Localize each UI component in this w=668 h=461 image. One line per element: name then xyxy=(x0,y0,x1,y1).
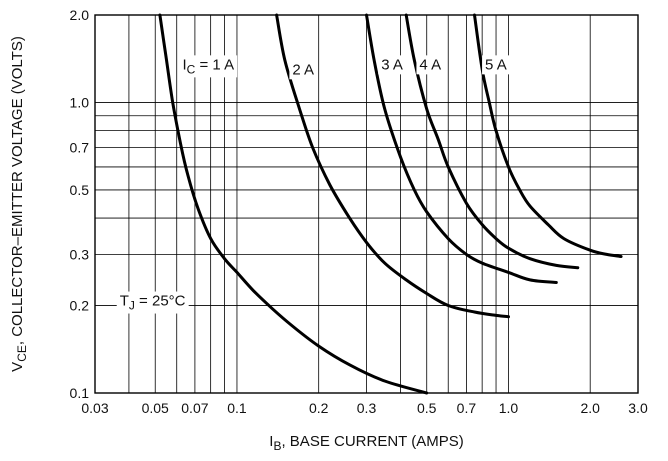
x-tick-label: 0.05 xyxy=(142,400,169,416)
y-tick-label: 1.0 xyxy=(70,94,90,110)
label-bg-ic4 xyxy=(416,55,445,75)
x-axis-title: IB, BASE CURRENT (AMPS) xyxy=(269,433,463,453)
data-curves xyxy=(158,13,623,395)
y-tick-label: 2.0 xyxy=(70,7,90,23)
x-tick-labels: 0.03 0.05 0.07 0.1 0.2 0.3 0.5 0.7 1.0 2.0 3.0 xyxy=(81,400,648,416)
curve-labels: IC = 1 A 2 A 3 A 4 A 5 A TJ = 25°C xyxy=(116,55,510,314)
y-tick-label: 0.2 xyxy=(70,298,90,314)
series-curve-4 xyxy=(404,13,580,270)
y-tick-label: 0.1 xyxy=(70,385,90,401)
label-ic5: 5 A xyxy=(485,56,507,73)
label-ic2: 2 A xyxy=(292,61,314,78)
y-axis-title: VCE, COLLECTOR–EMITTER VOLTAGE (VOLTS) xyxy=(9,36,29,372)
x-tick-label: 0.03 xyxy=(81,400,108,416)
label-bg-ic5 xyxy=(482,55,510,75)
y-tick-label: 0.5 xyxy=(70,182,90,198)
plot-frame xyxy=(94,14,639,394)
series-curve-1 xyxy=(158,13,429,395)
label-ic3: 3 A xyxy=(381,56,403,73)
label-tj: TJ = 25°C xyxy=(120,293,186,313)
y-tick-labels: 0.1 0.2 0.3 0.5 0.7 1.0 2.0 xyxy=(70,7,90,401)
series-curve-3 xyxy=(365,13,558,284)
label-ic4: 4 A xyxy=(419,56,441,73)
x-tick-label: 0.5 xyxy=(417,400,437,416)
series-curve-2 xyxy=(275,13,510,319)
x-tick-label: 0.07 xyxy=(181,400,208,416)
label-bg-ic1 xyxy=(179,55,238,78)
series-curve-5 xyxy=(473,13,623,258)
label-bg-tj xyxy=(116,291,189,314)
y-tick-label: 0.7 xyxy=(70,139,90,155)
x-tick-label: 0.7 xyxy=(457,400,477,416)
label-bg-ic2 xyxy=(289,60,318,80)
label-bg-ic3 xyxy=(378,55,406,75)
x-tick-label: 0.2 xyxy=(309,400,329,416)
grid-lines xyxy=(95,15,638,393)
y-tick-label: 0.3 xyxy=(70,246,90,262)
x-tick-label: 2.0 xyxy=(580,400,600,416)
x-tick-label: 0.1 xyxy=(227,400,247,416)
label-ic1: IC = 1 A xyxy=(182,56,234,76)
x-tick-label: 3.0 xyxy=(628,400,648,416)
x-tick-label: 1.0 xyxy=(499,400,519,416)
x-tick-label: 0.3 xyxy=(357,400,377,416)
